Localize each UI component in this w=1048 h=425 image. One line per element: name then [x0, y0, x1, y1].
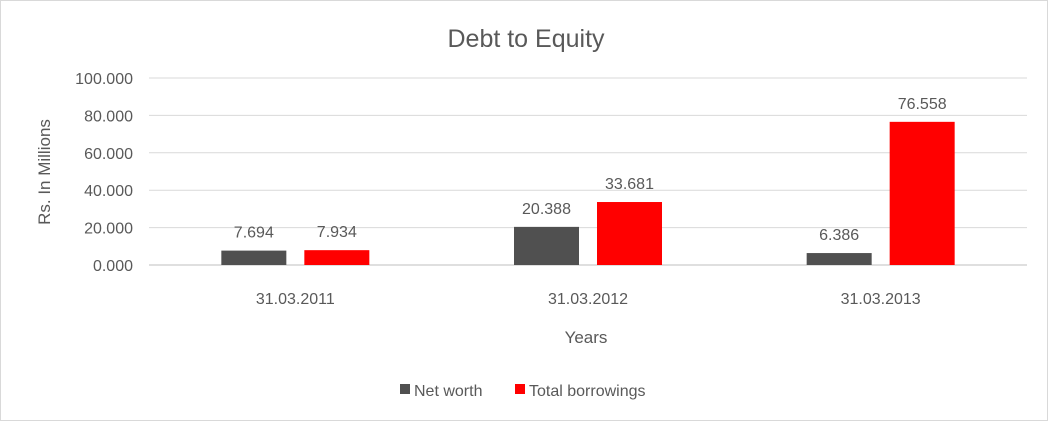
- x-tick-labels: 31.03.2011 31.03.2012 31.03.2013: [256, 291, 921, 308]
- y-tick-labels: 0.000 20.000 40.000 60.000 80.000 100.000: [75, 71, 133, 275]
- data-label: 33.681: [605, 176, 654, 193]
- y-tick-label: 40.000: [84, 183, 133, 200]
- bar-net-worth: [514, 226, 579, 265]
- x-tick-label: 31.03.2013: [841, 291, 921, 308]
- gridlines: [149, 77, 1027, 266]
- legend-label: Total borrowings: [529, 383, 646, 400]
- bar-total-borrowings: [304, 250, 370, 265]
- y-tick-label: 0.000: [93, 258, 133, 275]
- y-axis-label: Rs. In Millions: [35, 119, 54, 225]
- bars: [221, 121, 955, 265]
- y-tick-label: 60.000: [84, 146, 133, 163]
- bar-net-worth: [221, 250, 287, 265]
- y-tick-label: 20.000: [84, 221, 133, 238]
- data-label: 20.388: [522, 201, 571, 218]
- legend: Net worth Total borrowings: [400, 383, 646, 400]
- bar-total-borrowings: [889, 121, 955, 265]
- bar-total-borrowings: [597, 202, 662, 265]
- data-label: 7.934: [317, 224, 357, 241]
- chart-title: Debt to Equity: [447, 25, 605, 53]
- x-axis-label: Years: [565, 328, 608, 347]
- data-label: 6.386: [819, 227, 859, 244]
- legend-label: Net worth: [414, 383, 482, 400]
- bar-net-worth: [806, 253, 872, 265]
- data-labels: 7.694 7.934 20.388 33.681 6.386 76.558: [234, 96, 947, 244]
- legend-swatch: [515, 384, 525, 394]
- y-tick-label: 100.000: [75, 71, 133, 88]
- legend-swatch: [400, 384, 410, 394]
- x-tick-label: 31.03.2012: [548, 291, 628, 308]
- data-label: 76.558: [898, 96, 947, 113]
- data-label: 7.694: [234, 225, 274, 242]
- y-tick-label: 80.000: [84, 108, 133, 125]
- x-tick-label: 31.03.2011: [256, 291, 335, 308]
